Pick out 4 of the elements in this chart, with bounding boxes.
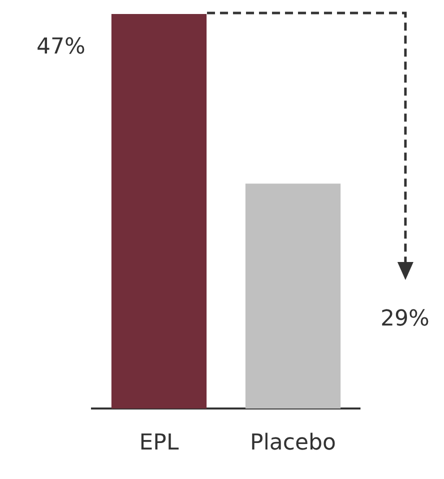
text: 47% bbox=[36, 34, 86, 60]
x-tick-label: EPL bbox=[139, 430, 180, 456]
annotation: 29% bbox=[380, 306, 430, 332]
x-tick-label: Placebo bbox=[250, 430, 336, 456]
